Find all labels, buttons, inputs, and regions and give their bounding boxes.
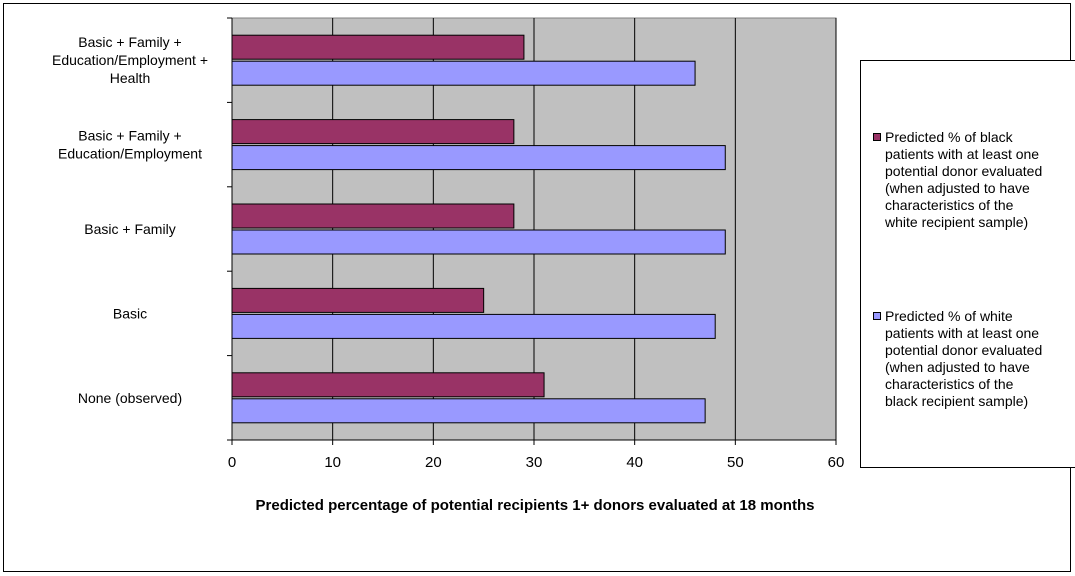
bar-black — [231, 372, 545, 398]
legend-item-black: Predicted % of black patients with at le… — [873, 129, 1075, 231]
bar-black — [231, 34, 525, 60]
bar-black — [231, 287, 485, 313]
legend-swatch-black — [873, 133, 881, 141]
bar-black — [231, 203, 515, 229]
bar-white — [231, 229, 726, 255]
bar-white — [231, 398, 706, 424]
x-tick-label: 0 — [228, 454, 236, 471]
bar-white — [231, 60, 696, 86]
category-label: Basic + Family + Education/Employment — [58, 128, 202, 162]
legend-swatch-white — [873, 312, 881, 320]
x-tick-label: 60 — [828, 454, 845, 471]
legend-label-white: Predicted % of white patients with at le… — [885, 308, 1043, 409]
legend: Predicted % of black patients with at le… — [860, 60, 1075, 468]
category-label: None (observed) — [78, 390, 182, 406]
x-axis-title: Predicted percentage of potential recipi… — [256, 497, 815, 514]
x-tick-label: 20 — [425, 454, 442, 471]
bar-white — [231, 313, 716, 339]
bar-black — [231, 119, 515, 145]
bar-white — [231, 145, 726, 171]
x-tick-label: 40 — [626, 454, 643, 471]
legend-item-white: Predicted % of white patients with at le… — [873, 308, 1075, 410]
category-label: Basic — [113, 305, 147, 321]
legend-label-black: Predicted % of black patients with at le… — [885, 129, 1043, 230]
x-tick-label: 10 — [324, 454, 341, 471]
x-tick-label: 50 — [727, 454, 744, 471]
category-label: Basic + Family — [84, 221, 175, 237]
category-label: Basic + Family + Education/Employment + He… — [52, 34, 208, 86]
x-tick-label: 30 — [526, 454, 543, 471]
